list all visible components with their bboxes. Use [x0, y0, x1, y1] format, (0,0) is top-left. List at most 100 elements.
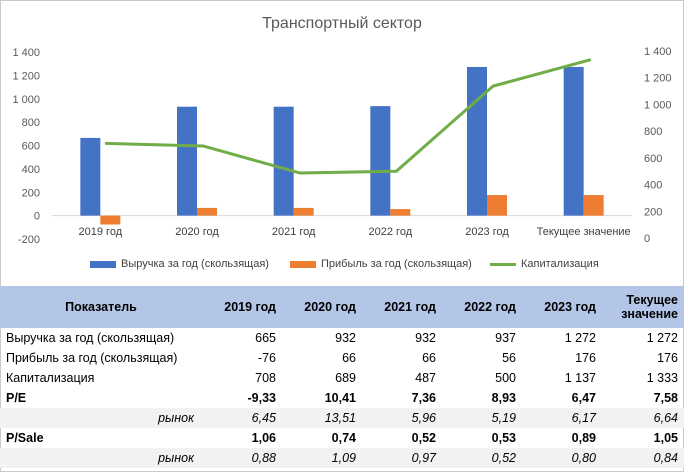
table-row: P/E -9,33 10,41 7,36 8,93 6,47 7,58 [0, 388, 684, 408]
row-label: Выручка за год (скользящая) [6, 331, 175, 345]
table-cell: 665 [255, 331, 276, 345]
legend-label-profit: Прибыль за год (скользящая) [321, 258, 472, 270]
y-left-tick-label: 400 [22, 164, 40, 176]
table-header-row: Показатель 2019 год 2020 год 2021 год 20… [0, 286, 684, 328]
row-label: Капитализация [6, 371, 95, 385]
table-cell: 5,19 [442, 408, 522, 428]
profit-bar [100, 215, 121, 225]
y-right-tick-label: 1 000 [644, 99, 672, 111]
legend-swatch-revenue [90, 260, 116, 268]
table-cell: 1 137 [564, 371, 596, 385]
revenue-bar [177, 106, 197, 216]
y-left-tick-label: 0 [34, 211, 40, 223]
table-cell: 0,53 [491, 431, 516, 445]
table-cell: 0,84 [602, 448, 684, 468]
profit-bar [197, 207, 217, 216]
x-tick-label: 2021 год [272, 226, 316, 238]
x-tick-label: 2019 год [79, 226, 123, 238]
y-left-tick-label: 1 200 [12, 70, 40, 82]
table-row: Выручка за год (скользящая) 665 932 932 937 1… [0, 328, 684, 348]
table-cell: 56 [502, 351, 516, 365]
profit-bar [390, 209, 411, 216]
table-cell: 1 333 [646, 371, 678, 385]
legend-item-capitalization: Капитализация [490, 258, 599, 270]
table-row: P/Sale 1,06 0,74 0,52 0,53 0,89 1,05 [0, 428, 684, 448]
chart-title: Транспортный сектор [262, 15, 422, 32]
column-header: 2020 год [282, 286, 362, 328]
table-cell: 66 [422, 351, 436, 365]
capitalization-line [104, 58, 592, 175]
column-header: 2021 год [362, 286, 442, 328]
y-left-tick-label: 1 000 [12, 94, 40, 106]
table-cell: 932 [415, 331, 436, 345]
table-cell: -76 [257, 351, 276, 365]
table-cell: 10,41 [324, 391, 356, 405]
y-right-tick-label: 400 [644, 180, 662, 192]
x-tick-label: 2023 год [465, 226, 509, 238]
table-cell: -9,33 [247, 391, 277, 405]
table-cell: 487 [415, 371, 436, 385]
y-right-tick-label: 800 [644, 126, 662, 138]
table-cell: 1,06 [251, 431, 276, 445]
column-header: Текущее значение [602, 286, 684, 328]
table-cell: 0,52 [411, 431, 436, 445]
legend-label-capitalization: Капитализация [521, 258, 599, 270]
table-cell: 6,17 [522, 408, 602, 428]
x-tick-label: 2022 год [369, 226, 413, 238]
table-cell: 13,51 [282, 408, 362, 428]
revenue-bar [273, 106, 294, 216]
revenue-bar [80, 137, 101, 216]
table-cell: 6,47 [571, 391, 596, 405]
column-header: 2022 год [442, 286, 522, 328]
table-cell: 0,74 [331, 431, 356, 445]
y-left-tick-label: 200 [22, 187, 40, 199]
legend-item-profit: Прибыль за год (скользящая) [290, 258, 472, 270]
column-header: 2023 год [522, 286, 602, 328]
y-right-tick-label: 0 [644, 233, 650, 245]
table-cell: 1 272 [646, 331, 678, 345]
table-cell: 0,52 [442, 448, 522, 468]
legend-swatch-capitalization [490, 262, 516, 266]
y-right-tick-label: 200 [644, 206, 662, 218]
table-cell: 176 [575, 351, 596, 365]
table-row: рынок 6,45 13,51 5,96 5,19 6,17 6,64 [0, 408, 684, 428]
chart-plot: -200 0 200 400 600 800 1 000 1 200 1 400 0 200 400 6… [12, 46, 672, 246]
profit-bar [487, 195, 507, 216]
row-label: рынок [0, 408, 202, 428]
revenue-bar [563, 66, 584, 216]
x-tick-label: Текущее значение [537, 226, 631, 238]
column-header: 2019 год [202, 286, 282, 328]
legend-swatch-profit [290, 260, 316, 268]
table-row: Капитализация 708 689 487 500 1 137 1 333 [0, 368, 684, 388]
table-cell: 7,36 [411, 391, 436, 405]
table-body: Выручка за год (скользящая) 665 932 932 937 1… [0, 328, 684, 468]
row-label: Прибыль за год (скользящая) [6, 351, 178, 365]
metrics-table: Показатель 2019 год 2020 год 2021 год 20… [0, 286, 684, 468]
table-cell: 0,88 [202, 448, 282, 468]
profit-bar [583, 195, 604, 216]
table-cell: 6,64 [602, 408, 684, 428]
table-row: Прибыль за год (скользящая) -76 66 66 56 176 1… [0, 348, 684, 368]
table-cell: 0,89 [571, 431, 596, 445]
table-cell: 932 [335, 331, 356, 345]
table-cell: 8,93 [491, 391, 516, 405]
chart-legend: Выручка за год (скользящая) Прибыль за г… [0, 258, 684, 274]
table-cell: 6,45 [202, 408, 282, 428]
table-cell: 5,96 [362, 408, 442, 428]
table-cell: 0,80 [522, 448, 602, 468]
table-cell: 66 [342, 351, 356, 365]
table-cell: 1,09 [282, 448, 362, 468]
table-cell: 7,58 [653, 391, 678, 405]
row-label: P/Sale [6, 431, 44, 445]
table-cell: 500 [495, 371, 516, 385]
row-label: P/E [6, 391, 27, 405]
y-right-tick-label: 1 400 [644, 46, 672, 58]
row-label: рынок [0, 448, 202, 468]
table-row: рынок 0,88 1,09 0,97 0,52 0,80 0,84 [0, 448, 684, 468]
table-cell: 1,05 [653, 431, 678, 445]
revenue-bar [467, 66, 487, 216]
revenue-bar [370, 106, 391, 216]
y-left-tick-label: -200 [18, 234, 40, 246]
table-cell: 937 [495, 331, 516, 345]
x-tick-label: 2020 год [175, 226, 219, 238]
